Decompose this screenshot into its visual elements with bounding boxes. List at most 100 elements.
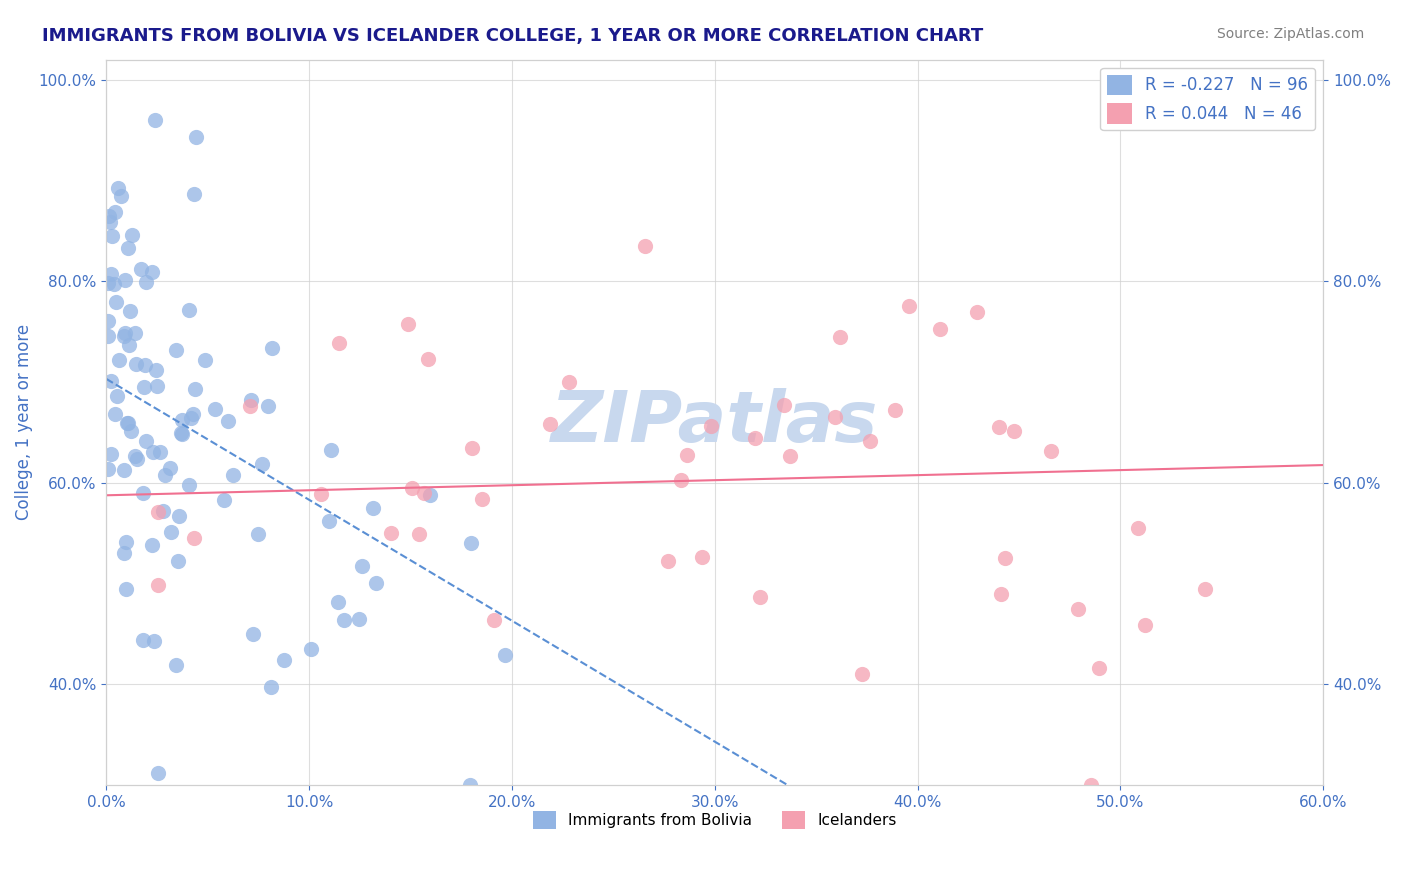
Point [380,525,402,540]
Legend: Immigrants from Bolivia, Icelanders: Immigrants from Bolivia, Icelanders [527,805,903,836]
Point [418,352,440,367]
Point [699,419,721,434]
Point [396,317,419,331]
Point [990,587,1012,601]
Point [319,442,342,457]
Point [352,559,374,574]
Point [135,276,157,290]
Point [146,577,169,591]
Point [117,416,139,430]
Point [110,188,132,202]
Point [131,633,153,648]
Point [744,431,766,445]
Point [100,215,122,229]
Text: ZIPatlas: ZIPatlas [551,388,879,457]
Point [408,527,430,541]
Point [127,451,149,466]
Point [114,272,136,286]
Point [349,612,371,626]
Point [333,613,356,627]
Point [120,425,142,439]
Point [482,613,505,627]
Point [100,447,122,461]
Point [461,442,484,456]
Point [97,314,120,328]
Point [179,477,201,491]
Point [634,239,657,253]
Point [1040,443,1063,458]
Point [107,181,129,195]
Point [260,341,283,355]
Point [134,358,156,372]
Point [142,445,165,459]
Point [145,363,167,377]
Point [361,501,384,516]
Point [326,595,349,609]
Point [143,634,166,648]
Point [413,486,436,500]
Point [165,343,187,357]
Point [115,535,138,549]
Point [194,353,217,368]
Point [222,468,245,483]
Point [97,209,120,223]
Point [181,407,204,421]
Text: IMMIGRANTS FROM BOLIVIA VS ICELANDER COLLEGE, 1 YEAR OR MORE CORRELATION CHART: IMMIGRANTS FROM BOLIVIA VS ICELANDER COL… [42,27,983,45]
Point [114,582,136,597]
Point [884,403,907,417]
Point [103,205,125,219]
Point [1135,617,1157,632]
Point [107,389,129,403]
Point [148,444,170,458]
Point [97,462,120,476]
Point [299,641,322,656]
Point [859,434,882,448]
Point [104,407,127,421]
Point [657,554,679,568]
Point [135,434,157,449]
Point [779,449,801,463]
Point [170,427,193,442]
Point [988,420,1011,434]
Point [994,550,1017,565]
Point [929,322,952,336]
Point [108,353,131,368]
Point [260,680,283,694]
Point [132,486,155,500]
Point [311,487,333,501]
Point [160,525,183,540]
Point [180,411,202,425]
Point [419,488,441,502]
Point [494,648,516,662]
Point [152,504,174,518]
Point [328,336,350,351]
Point [129,262,152,277]
Point [250,457,273,471]
Point [112,545,135,559]
Point [538,417,561,431]
Point [217,414,239,428]
Point [115,416,138,430]
Point [669,473,692,487]
Point [214,492,236,507]
Point [100,375,122,389]
Point [112,328,135,343]
Point [1067,602,1090,616]
Point [364,576,387,591]
Point [143,113,166,128]
Point [103,277,125,292]
Point [100,267,122,281]
Point [470,492,492,507]
Point [121,228,143,243]
Point [183,532,205,546]
Text: Source: ZipAtlas.com: Source: ZipAtlas.com [1216,27,1364,41]
Point [318,514,340,528]
Point [167,509,190,524]
Point [558,375,581,389]
Point [170,413,193,427]
Point [125,357,148,371]
Point [166,554,188,568]
Point [118,338,141,352]
Point [101,229,124,244]
Point [124,326,146,340]
